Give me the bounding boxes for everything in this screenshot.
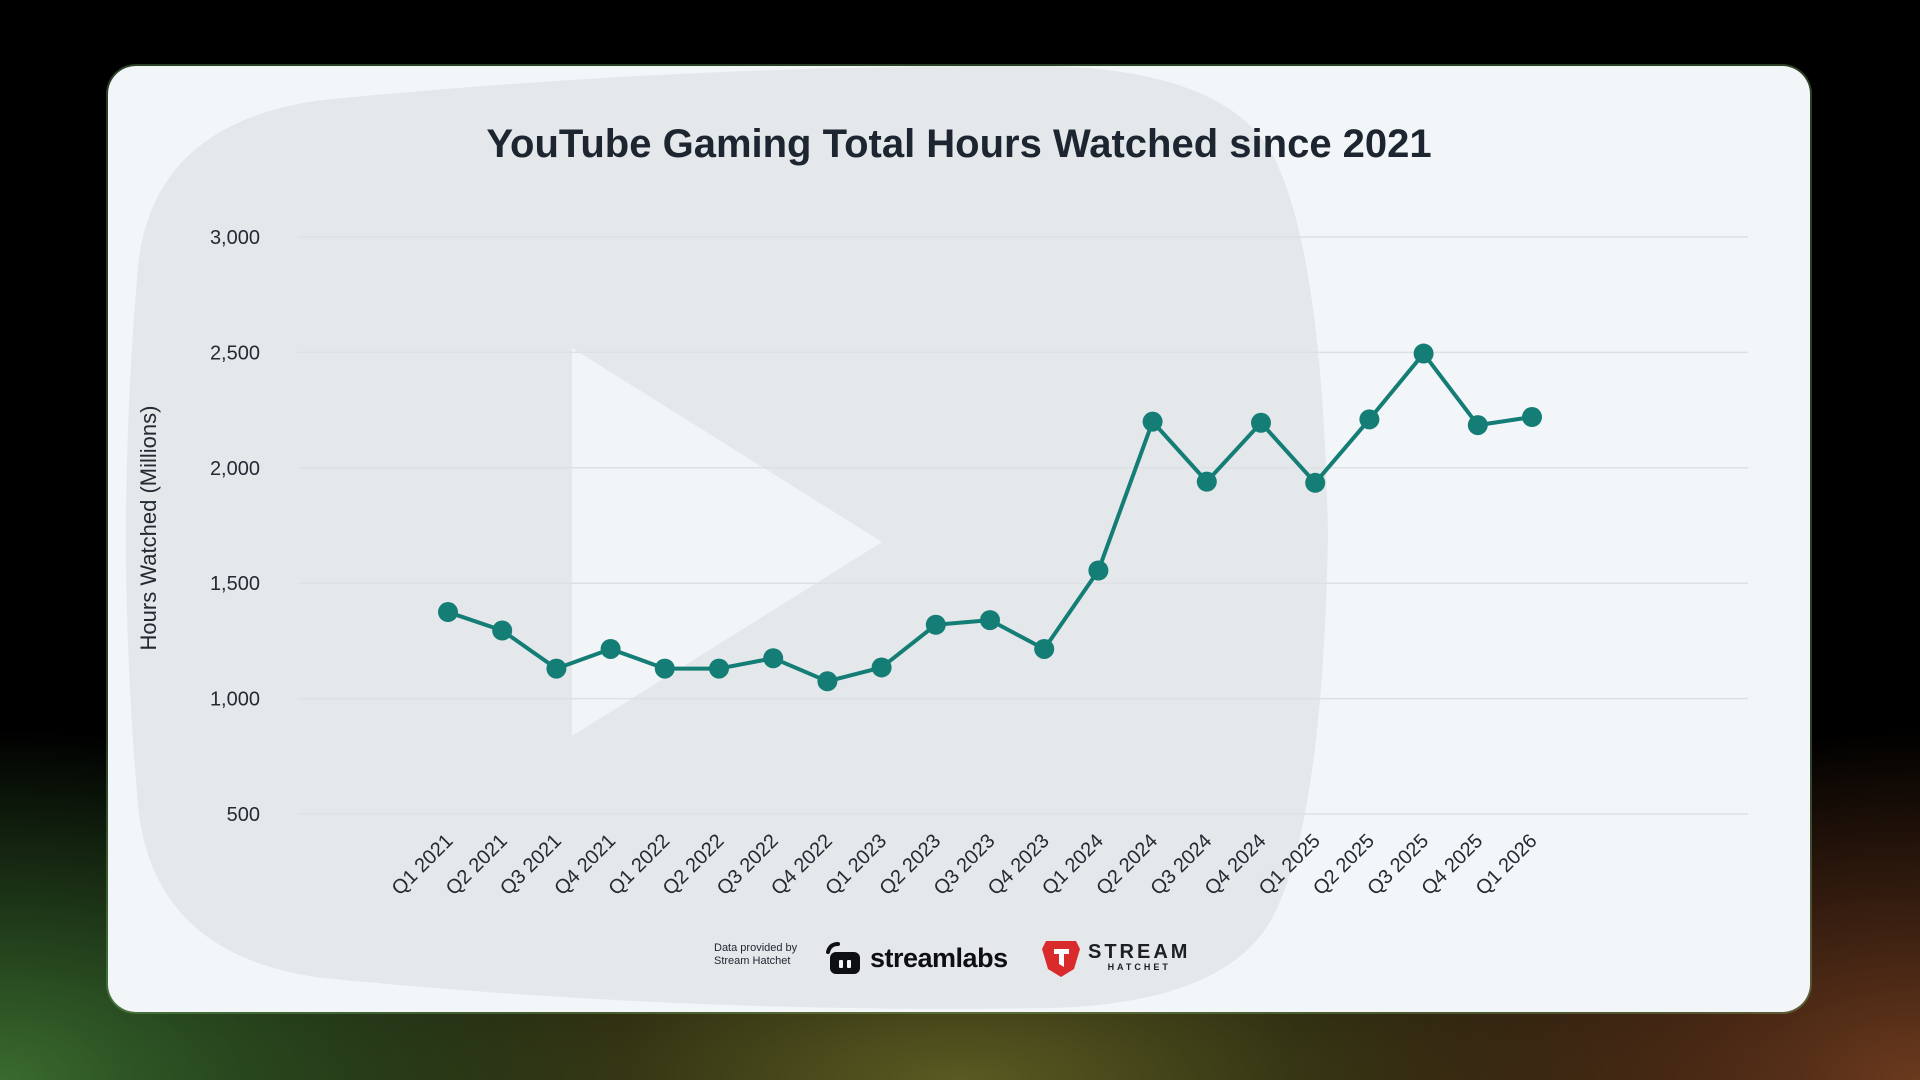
y-axis-label: Hours Watched (Millions): [136, 406, 161, 651]
stream-hatchet-word-top: STREAM: [1088, 941, 1191, 963]
data-point[interactable]: [600, 638, 621, 659]
series-line: [447, 351, 1533, 684]
streamlabs-wordmark: streamlabs: [870, 942, 1008, 973]
credit-line-2: Stream Hatchet: [714, 955, 791, 967]
y-tick-label: 2,000: [210, 458, 260, 480]
data-point[interactable]: [1305, 472, 1326, 493]
data-point[interactable]: [654, 658, 675, 679]
y-tick-label: 1,000: [210, 689, 260, 711]
streamlabs-icon: [826, 942, 860, 974]
data-point[interactable]: [1467, 415, 1488, 436]
youtube-play-icon: [126, 66, 1328, 1009]
data-point[interactable]: [1034, 638, 1055, 659]
data-point[interactable]: [763, 648, 784, 669]
data-point[interactable]: [1359, 409, 1380, 430]
stream-hatchet-wordmark: STREAM HATCHET: [1088, 942, 1190, 972]
stream-hatchet-shield-icon: [1042, 941, 1080, 977]
chart-card: YouTube Gaming Total Hours Watched since…: [108, 66, 1810, 1012]
data-point[interactable]: [925, 614, 946, 635]
footer-logos: Data provided by Stream Hatchet streamla…: [108, 934, 1810, 984]
credit-line-1: Data provided by: [714, 942, 798, 954]
data-point[interactable]: [1251, 412, 1271, 433]
data-point[interactable]: [1413, 343, 1434, 364]
data-point[interactable]: [980, 610, 1000, 631]
data-credit: Data provided by Stream Hatchet: [714, 942, 814, 968]
stream-hatchet-logo: STREAM HATCHET: [1040, 934, 1190, 980]
data-point[interactable]: [1196, 471, 1217, 492]
y-tick-label: 3,000: [210, 227, 260, 249]
data-point[interactable]: [492, 620, 513, 641]
data-point[interactable]: [817, 671, 838, 692]
stream-hatchet-word-bottom: HATCHET: [1107, 962, 1171, 972]
data-point[interactable]: [871, 657, 892, 678]
y-tick-label: 2,500: [210, 342, 260, 364]
data-point[interactable]: [438, 602, 458, 623]
data-point[interactable]: [546, 658, 567, 679]
data-point[interactable]: [709, 658, 729, 679]
y-tick-label: 1,500: [210, 573, 260, 595]
data-point[interactable]: [1142, 411, 1163, 432]
chart-title: YouTube Gaming Total Hours Watched since…: [486, 122, 1432, 166]
streamlabs-logo: streamlabs: [824, 938, 1008, 978]
y-tick-label: 500: [227, 804, 260, 826]
data-point[interactable]: [1088, 560, 1109, 581]
data-point[interactable]: [1522, 407, 1542, 428]
